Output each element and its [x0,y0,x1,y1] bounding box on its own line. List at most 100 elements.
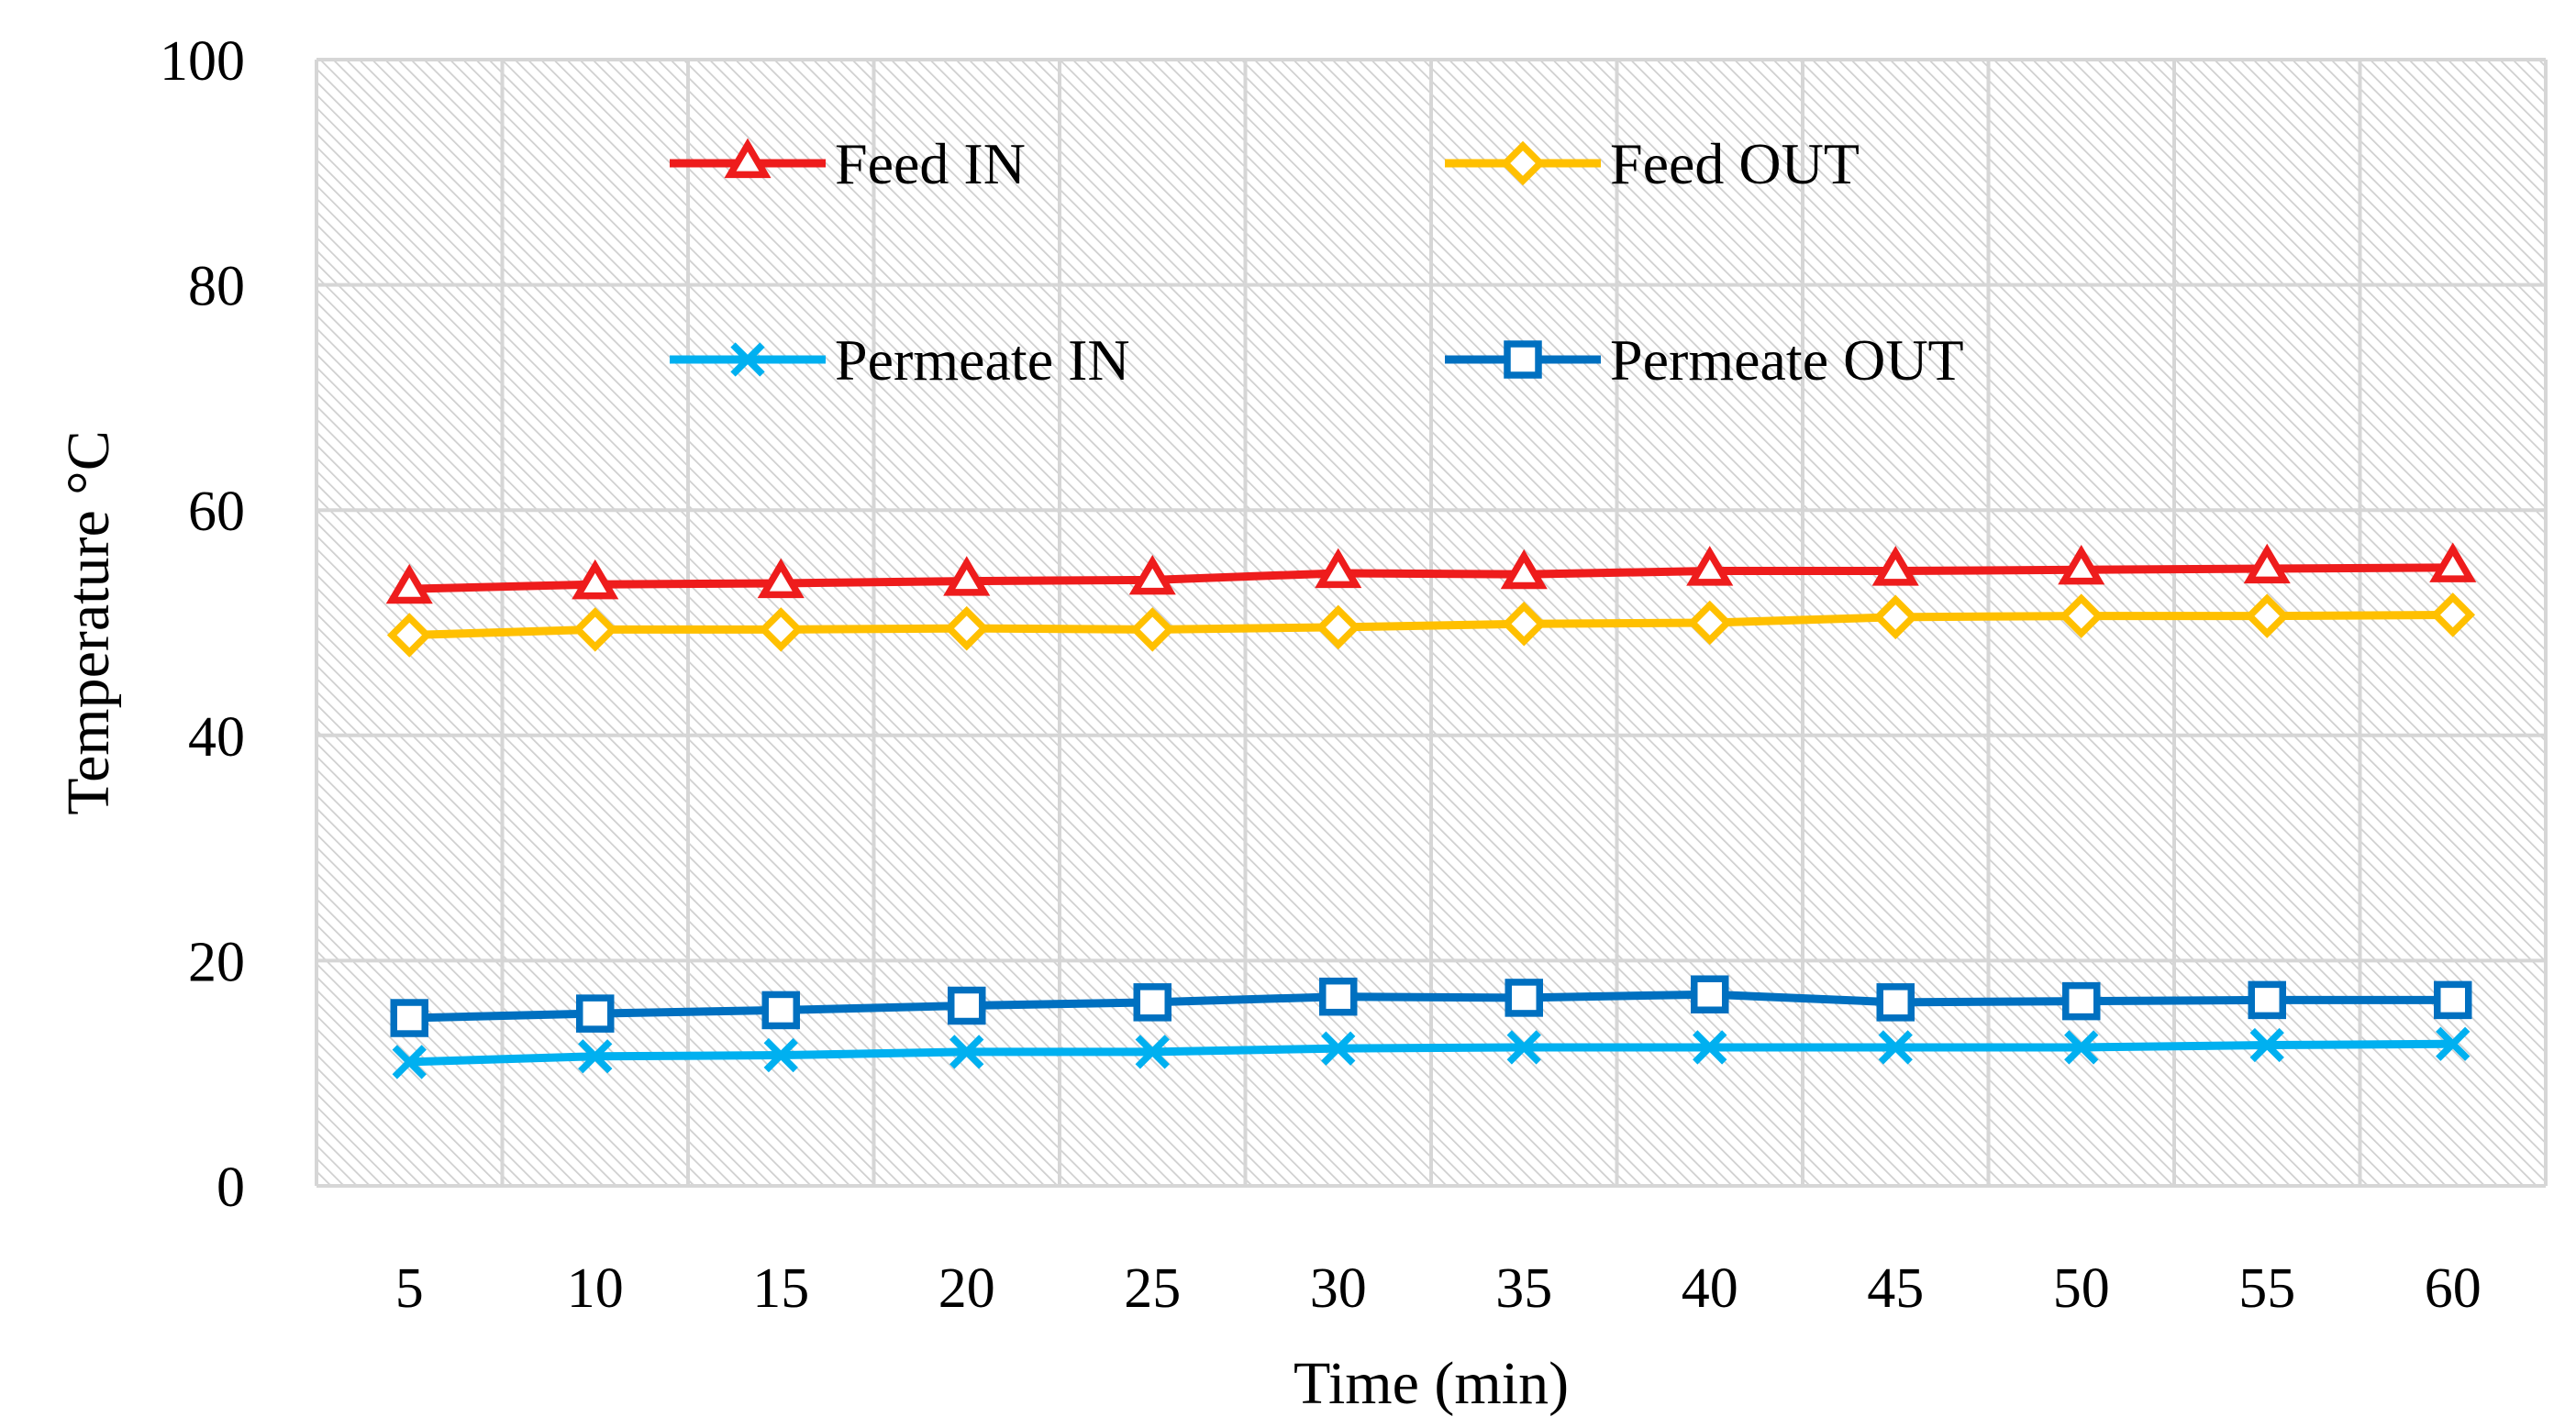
data-point-feed-in [385,563,433,604]
data-point-feed-in [1686,546,1734,586]
data-point-feed-out [1687,600,1733,646]
data-point-permeate-out [390,999,428,1037]
data-point-permeate-out [1319,977,1358,1016]
data-point-permeate-in [2436,1026,2471,1061]
series-feed-in [385,542,2477,604]
axes: 0 20 40 60 80 100 5 10 15 20 25 30 35 40 45 50 55 60 [160,30,2482,1320]
legend-item-feed-in: Feed IN [670,131,1026,196]
y-tick-label: 20 [188,931,245,993]
legend-marker-feed-in [724,138,772,179]
data-point-permeate-out [2062,981,2101,1021]
data-point-feed-out [2430,592,2476,637]
y-tick-label: 100 [160,30,245,93]
y-axis-title: Temperature °C [55,430,122,814]
legend-item-feed-out: Feed OUT [1445,131,1860,196]
data-point-permeate-in-stroke [1693,1030,1727,1065]
data-point-permeate-out [1133,983,1171,1022]
data-point-feed-out [1501,601,1547,647]
x-tick-label: 45 [1867,1257,1924,1320]
y-tick-label: 0 [217,1157,245,1219]
x-tick-label: 15 [752,1257,809,1320]
x-tick-label: 55 [2238,1257,2295,1320]
series-permeate-in [392,1026,2471,1079]
x-tick-label: 25 [1124,1257,1181,1320]
data-point-feed-in [2243,543,2291,584]
y-tick-label: 60 [188,481,245,543]
data-point-permeate-out [2248,980,2286,1020]
data-point-permeate-in [392,1045,427,1079]
data-point-permeate-in [949,1035,984,1069]
data-point-permeate-in [2249,1027,2284,1063]
data-point-permeate-out [2434,980,2472,1020]
series-line-feed-in [405,563,2458,593]
x-tick-label: 40 [1682,1257,1738,1320]
series-line-permeate-in [405,1039,2458,1067]
legend: Feed IN Feed OUT Permeate IN Permeate OUT [670,131,1964,393]
x-tick-label: 20 [938,1257,995,1320]
data-point-permeate-in [763,1037,798,1073]
data-point-permeate-in [2064,1030,2099,1065]
data-point-feed-out [386,613,432,658]
data-point-feed-in [1871,546,1919,586]
data-point-permeate-out [1691,975,1729,1013]
data-point-feed-out [758,607,804,652]
data-point-permeate-in-stroke [763,1037,798,1073]
data-point-permeate-in [1321,1031,1356,1066]
x-tick-label: 60 [2425,1257,2482,1320]
data-point-feed-out [2244,593,2290,638]
legend-marker-feed-out [1500,140,1546,186]
data-point-permeate-in-stroke [2249,1027,2284,1063]
data-point-permeate-in-stroke [1135,1035,1170,1069]
x-tick-label: 30 [1310,1257,1367,1320]
legend-label-feed-out: Feed OUT [1610,131,1860,196]
legend-marker-permeate-in [730,342,765,377]
series-feed-out [386,592,2476,658]
series-permeate-out [390,975,2472,1037]
data-point-permeate-in [1506,1030,1541,1065]
data-point-permeate-in-stroke [1321,1031,1356,1066]
data-point-permeate-in-stroke [392,1045,427,1079]
data-point-permeate-out [761,991,800,1030]
data-point-feed-in [943,556,991,596]
data-point-feed-in [1128,554,1176,595]
data-point-feed-in [757,558,805,599]
data-point-feed-out [2059,593,2104,638]
data-point-permeate-in [578,1039,613,1074]
data-point-permeate-in [1878,1030,1913,1065]
x-axis-title: Time (min) [1294,1350,1569,1417]
data-point-permeate-in-stroke [1878,1030,1913,1065]
data-point-permeate-in-stroke [578,1039,613,1074]
data-point-feed-in [572,559,619,600]
series-line-feed-out [405,610,2458,640]
data-point-feed-in [2429,542,2477,582]
legend-label-permeate-in: Permeate IN [835,327,1130,393]
y-tick-label: 80 [188,256,245,318]
data-point-permeate-out [1505,979,1543,1017]
data-point-feed-out [572,607,618,652]
y-tick-label: 40 [188,706,245,769]
data-point-feed-out [944,605,990,651]
data-point-permeate-in [1135,1035,1170,1069]
data-point-permeate-out [1876,983,1915,1022]
data-point-permeate-out [948,986,986,1025]
data-point-feed-in [1315,548,1362,589]
x-tick-label: 10 [567,1257,624,1320]
x-tick-label: 5 [395,1257,424,1320]
x-tick-label: 50 [2053,1257,2110,1320]
data-point-permeate-in-stroke [1506,1030,1541,1065]
data-point-permeate-in-stroke [2436,1026,2471,1061]
data-point-feed-out [1129,607,1175,652]
series-line-permeate-out [405,990,2458,1023]
series-layer [385,542,2477,1079]
data-point-feed-in [2058,544,2105,585]
data-point-permeate-in-stroke [949,1035,984,1069]
data-point-permeate-in [1693,1030,1727,1065]
legend-item-permeate-in: Permeate IN [670,327,1130,393]
data-point-permeate-in-stroke [2064,1030,2099,1065]
data-point-permeate-out [576,994,615,1033]
data-point-feed-in [1500,548,1548,590]
x-tick-label: 35 [1495,1257,1552,1320]
legend-item-permeate-out: Permeate OUT [1445,327,1964,393]
legend-marker-permeate-in-stroke [730,342,765,377]
